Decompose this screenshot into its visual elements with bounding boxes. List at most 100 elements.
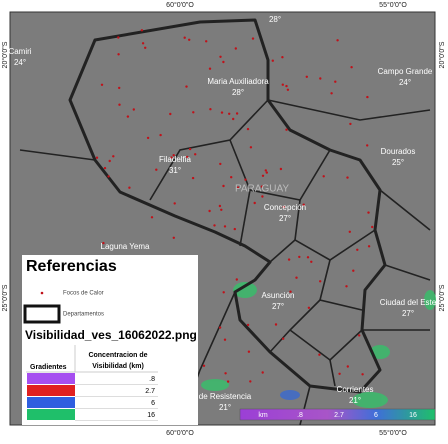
hotspot: [330, 92, 333, 95]
hotspot: [194, 153, 197, 156]
gradient-swatch: [27, 397, 75, 408]
place-name: Laguna Yema: [101, 242, 150, 251]
hotspot: [261, 174, 265, 177]
hotspots: [95, 29, 374, 383]
hotspot: [230, 176, 233, 179]
hotspot: [318, 353, 321, 356]
scale-label: 6: [374, 412, 378, 419]
gradient-swatch: [27, 385, 75, 396]
hotspot: [338, 372, 341, 375]
hotspot: [305, 75, 308, 79]
hotspot: [282, 205, 285, 209]
place-temp: 27°: [279, 214, 291, 223]
latitude-label: 20°0'0"S: [438, 41, 446, 68]
hotspot: [306, 256, 310, 259]
hotspot: [132, 108, 135, 111]
hotspot: [265, 171, 268, 174]
scale-label: 16: [409, 412, 417, 419]
hotspot: [287, 258, 291, 261]
hotspot: [126, 115, 130, 118]
latitude-label: 25°0'0"S: [1, 284, 9, 311]
legend: Referencias Focos de Calor Departamentos…: [22, 255, 198, 425]
hotspot: [219, 162, 222, 166]
hotspot: [281, 83, 284, 86]
hotspot: [222, 291, 225, 294]
place-temp: 31°: [169, 166, 181, 175]
hotspot: [188, 147, 192, 151]
hotspot: [322, 175, 325, 178]
hotspot: [247, 350, 251, 353]
hotspot: [172, 154, 175, 157]
hotspot: [220, 208, 223, 211]
hotspot: [213, 224, 216, 227]
latitude-label: 20°0'0"S: [1, 41, 9, 68]
hotspot: [117, 53, 120, 56]
hotspot: [261, 371, 264, 374]
longitude-label: 55°0'0"O: [379, 1, 407, 9]
hotspot: [208, 67, 212, 70]
place-temp: 21°: [349, 396, 361, 405]
hotspot: [302, 203, 305, 206]
hotspot: [281, 56, 284, 59]
hotspot: [118, 103, 121, 106]
hotspot: [352, 269, 355, 272]
place-labels: Camiri 24° 28° Maria Auxiliadora 28° Campo Gr…: [8, 15, 436, 412]
hotspot: [141, 42, 145, 45]
hotspot: [191, 176, 195, 180]
hotspot: [307, 306, 311, 309]
legend-title: Referencias: [26, 258, 117, 275]
hotspot: [356, 248, 359, 251]
hotspot: [246, 323, 250, 327]
table-header: Concentracion de Visibilidad (km): [88, 352, 147, 370]
scale-label: 2.7: [334, 412, 344, 419]
hotspot: [282, 337, 285, 340]
hotspot: [366, 144, 369, 147]
hotspot: [220, 111, 224, 114]
hotspot: [117, 36, 120, 39]
place-temp: 28°: [232, 88, 244, 97]
gradient-swatch: [27, 373, 75, 384]
hotspot: [146, 136, 150, 140]
gradient-swatch: [27, 409, 75, 420]
hotspot: [222, 60, 225, 64]
place-name: de Resistencia: [199, 392, 252, 401]
hotspot: [183, 36, 186, 39]
hotspot: [173, 202, 176, 205]
hotspot: [103, 166, 107, 170]
hotspot: [209, 108, 212, 111]
place-temp: 27°: [402, 309, 414, 318]
hotspot: [274, 323, 278, 326]
place-name: Maria Auxiliadora: [207, 77, 269, 86]
scale-bar: km .8 2.7 6 16: [239, 408, 436, 421]
hotspot: [358, 334, 361, 337]
hotspot: [170, 156, 173, 159]
gradient-value: 6: [151, 400, 155, 407]
place-name: Camiri: [8, 47, 31, 56]
country-border: [68, 18, 387, 394]
place-temp: 28°: [269, 15, 281, 24]
longitude-label: 60°0'0"O: [166, 1, 194, 9]
place-name: Concepción: [264, 203, 306, 212]
hotspot: [169, 112, 172, 116]
hotspot: [172, 236, 175, 239]
hotspot: [100, 83, 104, 87]
place-temp: 27°: [272, 302, 284, 311]
hotspot: [232, 117, 235, 121]
department-symbol: [23, 304, 61, 324]
hotspot: [222, 184, 225, 188]
hotspot: [249, 146, 253, 149]
hotspot: [334, 80, 337, 83]
hotspot: [219, 55, 222, 58]
hotspot: [188, 38, 191, 41]
hotspot: [228, 112, 231, 116]
country-name: PARAGUAY: [235, 184, 289, 195]
place-temp: 25°: [392, 158, 404, 167]
hotspot-symbol: [40, 291, 44, 295]
hotspot: [186, 155, 189, 159]
hotspot: [346, 365, 349, 368]
hotspot: [223, 225, 227, 228]
hotspot: [319, 280, 322, 283]
hotspot: [260, 185, 264, 188]
place-name: Dourados: [381, 147, 416, 156]
